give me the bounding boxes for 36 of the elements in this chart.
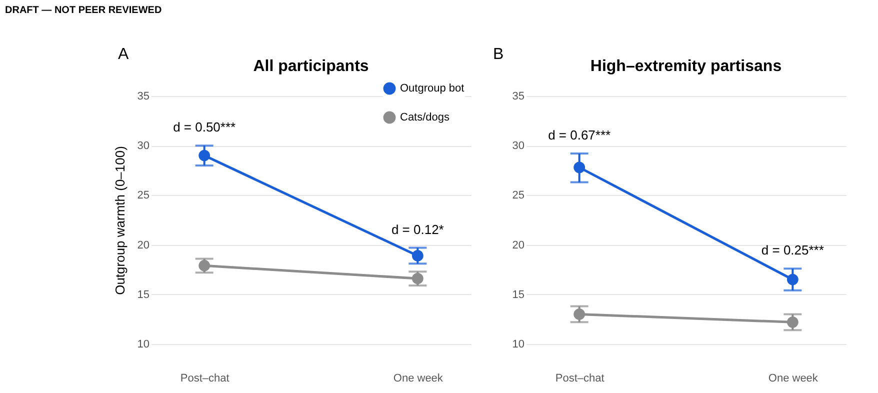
text: DRAFT — NOT PEER REVIEWED: [5, 5, 162, 16]
y-tick-label: 20: [137, 239, 150, 252]
y-axis-title: Outgroup warmth (0–100): [112, 146, 128, 295]
y-tick-label: 35: [512, 90, 524, 102]
y-tick-label: 15: [137, 288, 150, 301]
point: [198, 150, 210, 162]
y-tick-label: 10: [137, 338, 150, 350]
y-tick-label: 30: [137, 140, 150, 152]
chart-title: High–extremity partisans: [590, 58, 782, 75]
annotation: d = 0.25***: [761, 242, 824, 258]
point: [574, 308, 586, 320]
annotation: d = 0.67***: [548, 128, 611, 143]
legend-label: Outgroup bot: [400, 82, 464, 94]
annotation: d = 0.12*: [391, 222, 444, 237]
y-tick-label: 10: [512, 338, 524, 350]
point: [412, 272, 424, 284]
annotation: d = 0.50***: [173, 120, 236, 135]
legend-label: Cats/dogs: [400, 112, 450, 124]
y-tick-label: 30: [512, 140, 524, 152]
point: [412, 250, 424, 262]
point: [786, 316, 798, 328]
x-tick-label: Post–chat: [180, 372, 230, 384]
x-tick-label: Post–chat: [555, 372, 604, 384]
x-tick-label: One week: [393, 372, 444, 384]
y-tick-label: 25: [512, 190, 524, 202]
text: B: [493, 46, 504, 63]
point: [574, 162, 586, 174]
text: A: [118, 46, 129, 63]
point: [198, 260, 210, 272]
y-tick-label: 20: [512, 239, 524, 252]
chart-title: All participants: [253, 58, 369, 75]
y-tick-label: 15: [512, 288, 524, 301]
point: [786, 274, 798, 286]
y-tick-label: 35: [137, 90, 150, 102]
y-tick-label: 25: [137, 190, 150, 202]
x-tick-label: One week: [768, 372, 818, 384]
